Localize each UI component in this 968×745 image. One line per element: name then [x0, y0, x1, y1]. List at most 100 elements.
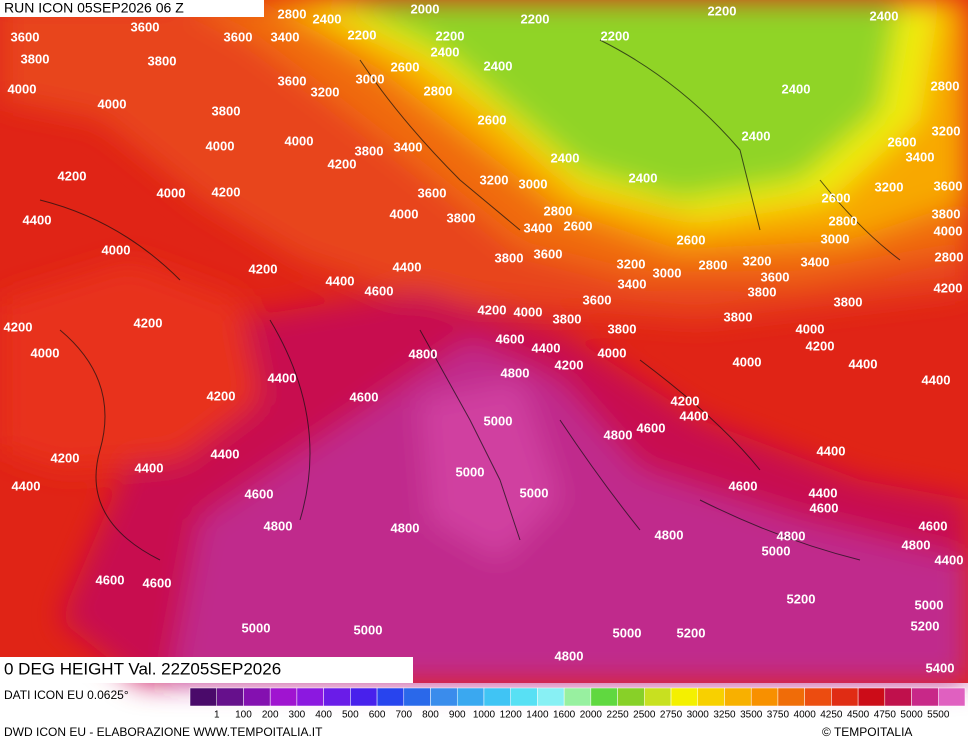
contour-label: 3400: [906, 149, 935, 164]
contour-label: 3800: [495, 250, 524, 265]
contour-label: 5000: [242, 620, 271, 635]
contour-label: 4600: [637, 420, 666, 435]
contour-label: 4800: [777, 528, 806, 543]
contour-label: 4200: [328, 156, 357, 171]
contour-label: 4600: [365, 283, 394, 298]
color-swatch: [350, 687, 378, 707]
colorbar-label: 500: [342, 710, 359, 721]
contour-label: 3400: [524, 220, 553, 235]
color-swatch: [403, 687, 431, 707]
contour-label: 3600: [534, 246, 563, 261]
contour-label: 4200: [671, 393, 700, 408]
color-swatch: [911, 687, 939, 707]
contour-label: 2800: [935, 249, 964, 264]
contour-label: 4200: [58, 168, 87, 183]
contour-label: 3200: [932, 123, 961, 138]
contour-label: 4000: [934, 223, 963, 238]
contour-label: 4600: [350, 389, 379, 404]
colorbar-label: 100: [235, 710, 252, 721]
color-swatch: [590, 687, 618, 707]
contour-label: 5000: [456, 464, 485, 479]
contour-label: 4000: [157, 185, 186, 200]
contour-label: 4600: [96, 572, 125, 587]
color-swatch: [644, 687, 672, 707]
contour-label: 2200: [708, 3, 737, 18]
color-swatch: [243, 687, 271, 707]
brand: © TEMPOITALIA: [822, 725, 912, 739]
contour-label: 4000: [390, 206, 419, 221]
contour-label: 4400: [12, 478, 41, 493]
colorbar-label: 3500: [740, 710, 763, 721]
colorbar-label: 600: [369, 710, 386, 721]
contour-label: 4200: [806, 338, 835, 353]
color-swatch: [804, 687, 832, 707]
contour-label: 3800: [21, 51, 50, 66]
map-title: 0 DEG HEIGHT Val. 22Z05SEP2026: [4, 659, 281, 678]
contour-label: 4200: [4, 319, 33, 334]
contour-label: 4600: [729, 478, 758, 493]
contour-label: 2200: [601, 28, 630, 43]
contour-label: 2600: [888, 134, 917, 149]
color-swatch: [269, 687, 298, 707]
contour-label: 5000: [915, 597, 944, 612]
contour-label: 5200: [787, 591, 816, 606]
colorbar-label: 4250: [820, 710, 843, 721]
contour-label: 2400: [431, 44, 460, 59]
contour-label: 4600: [245, 486, 274, 501]
contour-label: 2200: [436, 28, 465, 43]
credit: DWD ICON EU - ELABORAZIONE WWW.TEMPOITAL…: [4, 725, 323, 739]
contour-label: 4800: [409, 346, 438, 361]
colorbar-label: 3000: [687, 710, 710, 721]
contour-label: 3600: [224, 29, 253, 44]
colorbar-label: 4500: [847, 710, 870, 721]
color-swatch: [884, 687, 912, 707]
contour-label: 2200: [348, 27, 377, 42]
contour-label: 4800: [391, 520, 420, 535]
contour-label: 2400: [629, 170, 658, 185]
contour-label: 4400: [817, 443, 846, 458]
contour-label: 5000: [484, 413, 513, 428]
source-label: DATI ICON EU 0.0625°: [4, 688, 129, 702]
contour-label: 2400: [313, 11, 342, 26]
contour-label: 4600: [496, 331, 525, 346]
contour-label: 4800: [604, 427, 633, 442]
colorbar-label: 400: [315, 710, 332, 721]
color-swatch: [376, 687, 405, 707]
color-swatch: [430, 687, 458, 707]
color-swatch: [777, 687, 805, 707]
contour-label: 2400: [484, 58, 513, 73]
colorbar-label: 1000: [473, 710, 496, 721]
contour-label: 4200: [478, 302, 507, 317]
contour-label: 5000: [613, 625, 642, 640]
contour-label: 2600: [478, 112, 507, 127]
contour-label: 3800: [724, 309, 753, 324]
contour-label: 2600: [564, 218, 593, 233]
color-swatch: [750, 687, 779, 707]
contour-label: 4400: [393, 259, 422, 274]
color-swatch: [323, 687, 351, 707]
contour-label: 2000: [411, 1, 440, 16]
run-label: RUN ICON 05SEP2026 06 Z: [4, 0, 184, 16]
contour-label: 4400: [809, 485, 838, 500]
contour-label: 3200: [743, 253, 772, 268]
contour-label: 4200: [212, 184, 241, 199]
color-swatch: [216, 687, 244, 707]
contour-label: 4600: [143, 575, 172, 590]
contour-label: 4000: [98, 96, 127, 111]
color-swatch: [189, 687, 217, 707]
color-swatch: [697, 687, 725, 707]
contour-label: 4000: [796, 321, 825, 336]
contour-label: 3800: [148, 53, 177, 68]
contour-label: 4400: [268, 370, 297, 385]
contour-label: 3200: [311, 84, 340, 99]
contour-label: 3800: [212, 103, 241, 118]
colorbar-label: 2250: [606, 710, 629, 721]
colorbar-label: 3750: [767, 710, 790, 721]
colorbar-label: 900: [449, 710, 466, 721]
colorbar-label: 800: [422, 710, 439, 721]
color-swatch: [296, 687, 324, 707]
contour-label: 2400: [551, 150, 580, 165]
contour-label: 3600: [583, 292, 612, 307]
contour-label: 3000: [653, 265, 682, 280]
contour-label: 3800: [932, 206, 961, 221]
